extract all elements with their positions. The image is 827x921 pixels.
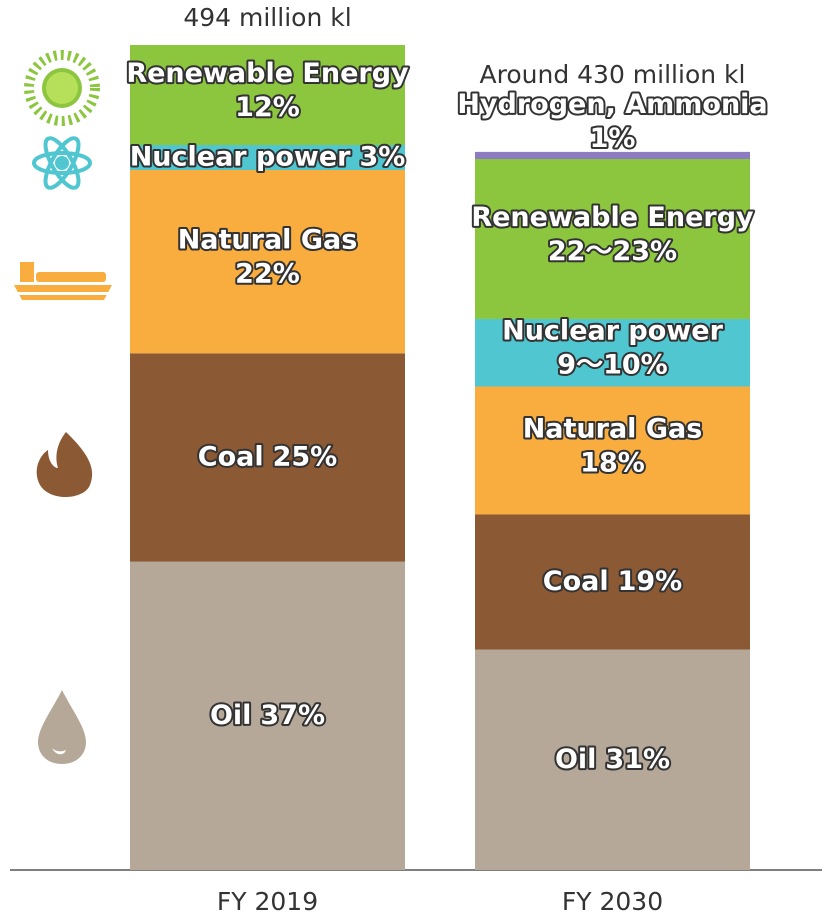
value-label: 25% — [273, 441, 338, 472]
series-name: Oil — [210, 699, 251, 730]
bar-segment — [130, 353, 405, 562]
segment-label: Coal 19% — [543, 566, 682, 597]
atom-icon — [32, 136, 92, 190]
stacked-bar — [475, 151, 750, 870]
sun-icon — [24, 50, 100, 126]
series-name: Nuclear power — [502, 315, 723, 346]
value-label: 9〜10% — [557, 349, 667, 380]
series-name: Hydrogen, Ammonia — [457, 88, 767, 119]
bar-segment — [475, 514, 750, 650]
value-label: 18% — [580, 447, 645, 478]
series-name: Renewable Energy — [471, 201, 754, 232]
drop-icon — [38, 690, 86, 764]
x-tick-label: FY 2019 — [217, 887, 318, 916]
flame-icon — [36, 432, 93, 498]
value-label: 22〜23% — [548, 235, 677, 266]
segment-label: Natural Gas 18% — [523, 413, 703, 478]
bar-segment — [475, 151, 750, 159]
value-label: 31% — [605, 743, 670, 774]
segment-label: Renewable Energy 12% — [126, 58, 409, 123]
segment-label: Nuclear power 9〜10% — [502, 315, 723, 380]
bar-segment — [130, 145, 405, 170]
bar-segment — [130, 561, 405, 870]
segment-label: Hydrogen, Ammonia 1% — [457, 88, 767, 153]
x-tick-label: FY 2030 — [562, 887, 663, 916]
segment-label: Natural Gas 22% — [178, 224, 358, 289]
segment-label: Nuclear power 3% — [130, 141, 406, 172]
ship-icon — [14, 262, 112, 300]
value-label: 22% — [235, 258, 300, 289]
drop-highlight — [52, 748, 66, 755]
bar-segment — [130, 170, 405, 354]
value-label: 12% — [235, 92, 300, 123]
total-label: 494 million kl — [183, 3, 351, 32]
bar-segment — [475, 386, 750, 515]
series-name: Natural Gas — [523, 413, 703, 444]
segment-label: Oil 31% — [555, 743, 670, 774]
series-name: Renewable Energy — [126, 58, 409, 89]
value-label: 19% — [618, 566, 683, 597]
segment-label: Oil 37% — [210, 699, 325, 730]
series-name: Oil — [555, 743, 596, 774]
stacked-bar — [130, 45, 405, 870]
bar-segment — [475, 649, 750, 870]
value-label: 3% — [359, 141, 405, 172]
bar-segment — [475, 318, 750, 387]
total-label: Around 430 million kl — [480, 60, 746, 89]
segment-label: Coal 25% — [198, 441, 337, 472]
series-name: Coal — [543, 566, 609, 597]
segment-label: Renewable Energy 22〜23% — [471, 201, 754, 266]
series-name: Natural Gas — [178, 224, 358, 255]
icons — [14, 50, 112, 764]
bar-segment — [475, 158, 750, 319]
series-name: Coal — [198, 441, 264, 472]
value-label: 1% — [590, 122, 636, 153]
series-name: Nuclear power — [130, 141, 351, 172]
bar-segment — [130, 45, 405, 145]
value-label: 37% — [260, 699, 325, 730]
